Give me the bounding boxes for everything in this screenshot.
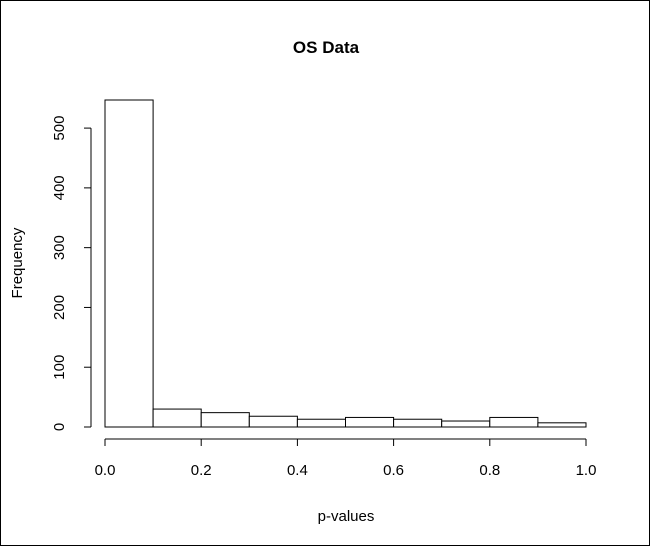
x-tick-label: 1.0 xyxy=(576,462,597,479)
histogram-bar-1 xyxy=(152,408,202,428)
x-tick-label: 0.4 xyxy=(287,462,308,479)
histogram-bar-3 xyxy=(248,415,298,428)
x-axis-label: p-values xyxy=(318,508,375,525)
histogram-bar-0 xyxy=(104,99,154,428)
histogram-bar-4 xyxy=(296,418,346,428)
y-tick-label: 500 xyxy=(51,116,68,141)
y-tick-label: 300 xyxy=(51,235,68,260)
x-axis: 0.0 0.2 0.4 0.6 0.8 1.0 xyxy=(95,438,597,479)
histogram-bar-8 xyxy=(489,416,539,428)
x-tick-label: 0.0 xyxy=(95,462,116,479)
bars-group xyxy=(104,99,587,428)
x-tick-label: 0.2 xyxy=(191,462,212,479)
x-tick-label: 0.6 xyxy=(383,462,404,479)
y-tick-label: 0 xyxy=(51,423,68,431)
chart-title: OS Data xyxy=(293,38,360,57)
y-tick-label: 200 xyxy=(51,295,68,320)
histogram-bar-7 xyxy=(441,420,491,428)
histogram-bar-5 xyxy=(345,416,395,428)
histogram-bar-9 xyxy=(537,422,587,428)
y-tick-label: 400 xyxy=(51,175,68,200)
x-tick-label: 0.8 xyxy=(479,462,500,479)
y-tick-label: 100 xyxy=(51,355,68,380)
histogram-bar-6 xyxy=(393,418,443,428)
y-axis-label: Frequency xyxy=(9,227,26,298)
y-axis: 0 100 200 300 400 500 xyxy=(51,116,92,431)
histogram-bar-2 xyxy=(200,412,250,428)
